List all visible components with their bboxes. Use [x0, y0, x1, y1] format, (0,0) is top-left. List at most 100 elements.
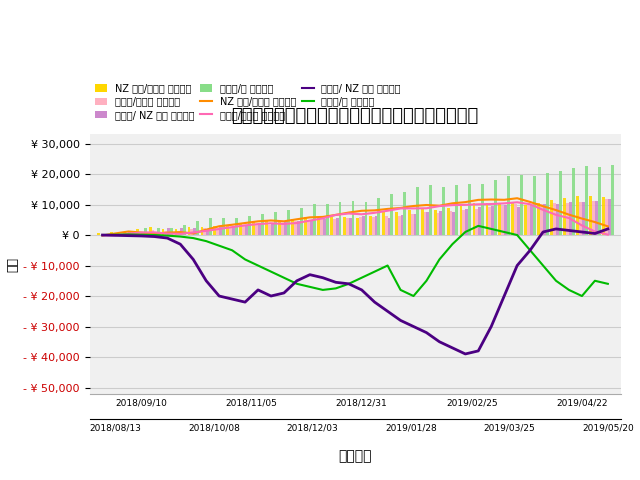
Bar	[434, 210, 436, 235]
Bar	[550, 200, 553, 235]
Bar	[271, 223, 274, 235]
Bar	[511, 204, 515, 235]
Bar	[339, 202, 342, 235]
Bar	[472, 203, 476, 235]
Bar	[258, 224, 261, 235]
Bar	[504, 205, 507, 235]
Bar	[131, 234, 134, 235]
Bar	[242, 226, 245, 235]
Bar	[390, 194, 394, 235]
Bar	[310, 220, 313, 235]
Bar	[323, 219, 326, 235]
Bar	[408, 210, 411, 235]
Bar	[294, 221, 297, 235]
Bar	[538, 203, 540, 235]
Bar	[372, 216, 374, 235]
Bar	[436, 213, 440, 235]
Bar	[374, 216, 378, 235]
Bar	[129, 232, 131, 235]
Bar	[569, 202, 572, 235]
Bar	[232, 226, 235, 235]
Bar	[343, 216, 346, 235]
Bar	[359, 217, 362, 235]
Bar	[478, 207, 481, 235]
Bar	[501, 205, 504, 235]
Bar	[515, 204, 517, 235]
Bar	[382, 212, 385, 235]
Bar	[369, 216, 372, 235]
Bar	[395, 212, 397, 235]
Bar	[200, 228, 204, 235]
Bar	[499, 204, 501, 235]
Bar	[300, 208, 303, 235]
Bar	[336, 218, 339, 235]
Bar	[524, 204, 527, 235]
Bar	[313, 204, 316, 235]
Bar	[582, 202, 585, 235]
Bar	[333, 219, 336, 235]
Bar	[123, 232, 125, 235]
Bar	[424, 212, 426, 235]
Title: トラッキングトレードの累計利益と実現損益の推移: トラッキングトレードの累計利益と実現損益の推移	[232, 107, 479, 124]
Bar	[494, 180, 497, 235]
Bar	[177, 231, 180, 235]
Bar	[209, 218, 212, 235]
Bar	[401, 215, 403, 235]
Bar	[284, 222, 287, 235]
Bar	[239, 223, 242, 235]
Bar	[235, 217, 238, 235]
Bar	[507, 176, 510, 235]
Bar	[520, 175, 523, 235]
Bar	[598, 168, 600, 235]
Bar	[517, 207, 520, 235]
Bar	[592, 201, 595, 235]
Bar	[248, 216, 251, 235]
Bar	[190, 229, 193, 235]
Bar	[326, 204, 328, 235]
Bar	[291, 219, 294, 235]
Bar	[455, 185, 458, 235]
Bar	[214, 226, 216, 235]
Bar	[533, 176, 536, 235]
Bar	[481, 184, 484, 235]
Bar	[385, 216, 388, 235]
Bar	[97, 233, 100, 235]
Bar	[193, 228, 196, 235]
Bar	[349, 218, 351, 235]
Bar	[602, 196, 605, 235]
Bar	[188, 228, 190, 235]
Bar	[278, 221, 281, 235]
Bar	[447, 208, 449, 235]
Bar	[608, 199, 611, 235]
Bar	[320, 219, 323, 235]
Bar	[148, 228, 152, 235]
Bar	[115, 234, 118, 235]
Bar	[563, 198, 566, 235]
Bar	[255, 224, 258, 235]
Bar	[136, 229, 139, 235]
Bar	[378, 198, 380, 235]
Bar	[196, 221, 199, 235]
Bar	[183, 226, 186, 235]
Bar	[452, 212, 455, 235]
Bar	[287, 210, 290, 235]
Bar	[219, 228, 222, 235]
Bar	[175, 229, 177, 235]
Bar	[486, 204, 488, 235]
Bar	[245, 225, 248, 235]
Bar	[180, 228, 183, 235]
Bar	[595, 201, 598, 235]
Bar	[170, 228, 173, 235]
Bar	[362, 216, 365, 235]
Bar	[110, 232, 113, 235]
Bar	[530, 205, 533, 235]
Bar	[167, 228, 170, 235]
Bar	[605, 199, 608, 235]
Bar	[426, 212, 429, 235]
Bar	[227, 225, 229, 235]
Bar	[261, 214, 264, 235]
Bar	[463, 209, 465, 235]
Bar	[543, 204, 546, 235]
Bar	[556, 204, 559, 235]
Y-axis label: 残高: 残高	[6, 256, 19, 272]
